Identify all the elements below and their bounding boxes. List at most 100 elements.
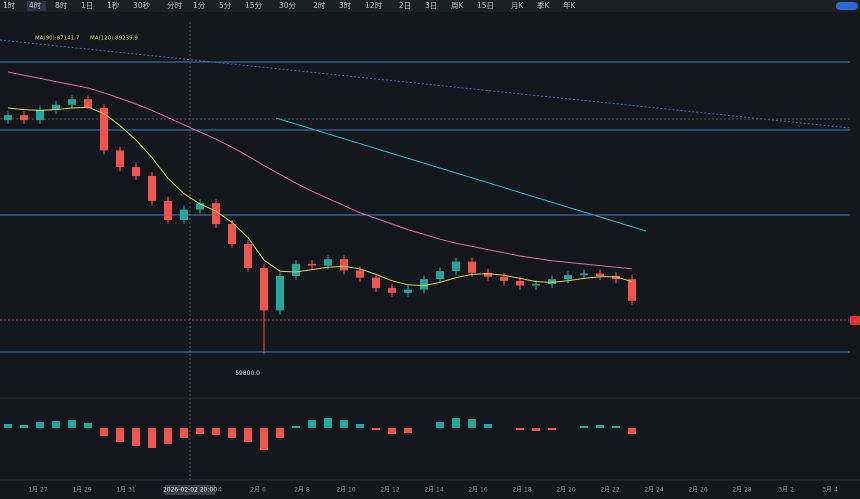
candle-body — [228, 224, 236, 244]
candle-body — [212, 203, 220, 224]
interval-tab[interactable]: 1时 — [3, 0, 16, 10]
x-tick-label: 2月 8 — [294, 487, 310, 494]
macd-bar — [548, 428, 556, 430]
macd-bar — [516, 428, 524, 430]
macd-bar — [164, 428, 172, 444]
legend-entry: MA(90):87141.7 — [35, 36, 80, 42]
macd-bar — [36, 422, 44, 428]
macd-bar — [468, 419, 476, 428]
x-tick-label: 2月 26 — [688, 487, 708, 494]
candle-body — [20, 115, 28, 120]
macd-bar — [212, 428, 220, 435]
candle-body — [324, 259, 332, 266]
candle-body — [116, 150, 124, 168]
macd-bar — [228, 428, 236, 438]
price-tag — [850, 316, 860, 325]
candle-body — [516, 280, 524, 286]
macd-bar — [356, 424, 364, 428]
x-tick-label: 1月 31 — [116, 487, 136, 494]
x-tick-label: 3月 4 — [822, 487, 838, 494]
low-label: 59800.0 — [235, 370, 260, 377]
crosshair-tag — [165, 485, 215, 495]
candle-body — [612, 276, 620, 280]
macd-bar — [260, 428, 268, 450]
candle-body — [564, 275, 572, 280]
candle-body — [548, 279, 556, 284]
interval-tab[interactable]: 1日 — [81, 1, 93, 10]
macd-bar — [20, 425, 28, 428]
interval-tab[interactable]: 2时 — [313, 0, 326, 10]
x-tick-label: 2月 6 — [250, 487, 266, 494]
interval-tab[interactable]: 12时 — [365, 0, 383, 10]
interval-tab[interactable]: 季K — [537, 0, 550, 10]
candle-body — [596, 273, 604, 276]
candle-body — [4, 115, 12, 120]
x-tick-label: 2月 22 — [600, 487, 620, 494]
interval-tab[interactable]: 年K — [563, 0, 576, 10]
macd-bar — [196, 428, 204, 434]
candle-body — [164, 200, 172, 220]
interval-tab[interactable]: 15分 — [245, 1, 263, 10]
candle-body — [484, 272, 492, 277]
macd-bar — [52, 421, 60, 428]
macd-bar — [116, 428, 124, 442]
candle-body — [628, 279, 636, 301]
candle-body — [180, 209, 188, 220]
candle-body — [452, 261, 460, 272]
active-tab — [27, 1, 46, 11]
candle-body — [148, 176, 156, 201]
macd-bar — [276, 428, 284, 438]
candle-body — [196, 203, 204, 210]
button[interactable] — [836, 2, 858, 10]
candle-body — [276, 276, 284, 311]
macd-bar — [388, 428, 396, 434]
interval-tab[interactable]: 1秒 — [107, 0, 120, 10]
macd-bar — [244, 428, 252, 442]
candle-body — [244, 244, 252, 268]
interval-tab[interactable]: 2日 — [399, 1, 411, 10]
interval-tab[interactable]: 30秒 — [133, 0, 151, 10]
interval-tab[interactable]: 1分 — [193, 1, 206, 10]
candle-body — [132, 167, 140, 176]
macd-bar — [612, 426, 620, 428]
interval-tab[interactable]: 15日 — [477, 1, 494, 10]
interval-tab[interactable]: 4时 — [29, 0, 42, 10]
interval-tab[interactable]: 月K — [511, 1, 524, 10]
interval-tab[interactable]: 30分 — [279, 1, 297, 10]
ma-line — [7, 71, 633, 270]
x-tick-label: 1月 27 — [28, 487, 48, 494]
interval-tab[interactable]: 8时 — [55, 0, 68, 10]
candle-body — [52, 104, 60, 110]
x-tick-label: 2月 24 — [644, 487, 664, 494]
macd-bar — [452, 418, 460, 428]
x-tick-label: 3月 2 — [778, 487, 794, 494]
macd-bar — [180, 428, 188, 438]
trend-line — [0, 39, 851, 129]
legend-entry: MA(120):89239.9 — [90, 36, 138, 42]
interval-tab[interactable]: 周K — [451, 1, 464, 10]
candle-body — [388, 288, 396, 293]
macd-bar — [404, 428, 412, 433]
candle-body — [436, 271, 444, 280]
candle-body — [100, 108, 108, 151]
macd-bar — [100, 428, 108, 436]
macd-bar — [132, 428, 140, 446]
macd-bar — [308, 420, 316, 428]
candle-body — [468, 261, 476, 273]
candle-body — [68, 99, 76, 105]
interval-tab[interactable]: 3日 — [425, 1, 437, 10]
interval-tab[interactable]: 5分 — [219, 1, 232, 10]
x-tick-label: 2月 16 — [468, 487, 488, 494]
x-tick-label: 1月 29 — [72, 487, 92, 494]
macd-bar — [628, 428, 636, 434]
candle-body — [260, 268, 268, 311]
candle-body — [420, 279, 428, 290]
candle-body — [36, 109, 44, 120]
interval-tab[interactable]: 分时 — [167, 0, 182, 10]
macd-bar — [372, 428, 380, 430]
x-tick-label: 2月 12 — [380, 487, 400, 494]
macd-bar — [340, 420, 348, 428]
candle-body — [500, 276, 508, 281]
interval-tab[interactable]: 3时 — [339, 0, 352, 10]
